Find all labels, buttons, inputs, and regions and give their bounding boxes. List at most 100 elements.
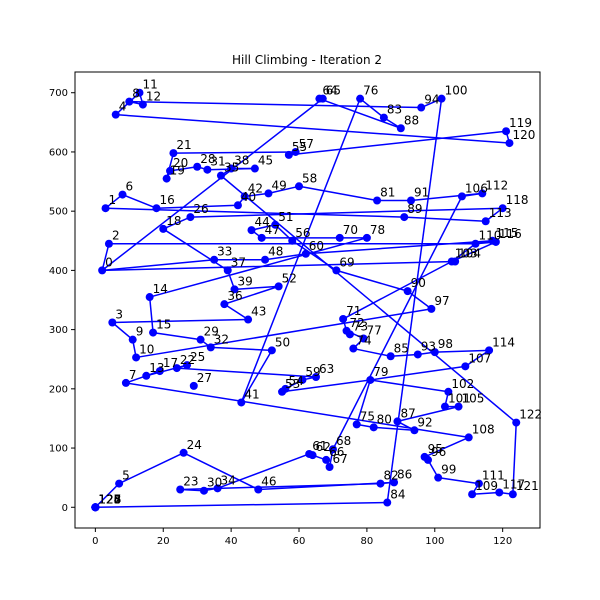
point-label: 115 (495, 226, 518, 240)
y-tick-label: 200 (49, 384, 68, 395)
data-point (464, 433, 473, 442)
chart-title: Hill Climbing - Iteration 2 (232, 53, 382, 67)
point-label: 75 (360, 409, 375, 423)
point-label: 14 (153, 282, 168, 296)
data-point (430, 348, 439, 357)
y-tick-label: 400 (49, 266, 68, 277)
route-segment (217, 453, 310, 490)
route-segment (472, 491, 500, 495)
point-label: 125 (98, 492, 121, 506)
data-point (332, 266, 341, 275)
data-point (359, 334, 368, 343)
point-label: 88 (404, 113, 419, 127)
point-label: 122 (519, 408, 542, 422)
point-label: 112 (485, 178, 508, 192)
data-point (210, 255, 219, 264)
route-segment (512, 422, 517, 495)
point-label: 27 (197, 371, 212, 385)
point-label: 33 (217, 245, 232, 259)
route-segment (234, 285, 279, 291)
point-label: 65 (326, 84, 341, 98)
data-point (145, 293, 154, 302)
point-label: 81 (380, 186, 395, 200)
route-segment (336, 269, 408, 292)
point-label: 50 (275, 335, 290, 349)
point-label: 24 (187, 438, 202, 452)
point-label: 79 (373, 365, 388, 379)
x-tick-label: 100 (425, 536, 444, 547)
route-segment (240, 349, 273, 403)
data-point (91, 503, 100, 512)
route-segment (424, 436, 470, 458)
data-point (183, 361, 192, 370)
point-label: 96 (431, 445, 446, 459)
point-label: 72 (350, 316, 365, 330)
data-point (274, 282, 283, 291)
data-point (485, 346, 494, 355)
route-segment (94, 483, 120, 508)
data-point (196, 335, 205, 344)
data-point (104, 239, 113, 248)
route-segment (223, 303, 249, 321)
route-segment (281, 379, 371, 393)
route-segment (464, 349, 490, 367)
route-segment (291, 240, 337, 272)
route-segment (111, 321, 134, 341)
data-point (481, 217, 490, 226)
point-label: 49 (271, 178, 286, 192)
data-point (349, 344, 358, 353)
data-point (244, 315, 253, 324)
route-segment (122, 193, 157, 209)
route-segment (397, 405, 459, 423)
data-point (142, 371, 151, 380)
data-point (169, 149, 178, 158)
point-label: 97 (434, 294, 449, 308)
point-label: 56 (295, 226, 310, 240)
data-point (135, 88, 144, 97)
data-point (508, 490, 517, 499)
point-label: 0 (105, 255, 113, 269)
route-segment (220, 175, 517, 424)
point-label: 74 (356, 334, 371, 348)
data-point (512, 418, 521, 427)
data-point (390, 478, 399, 487)
route-segment (165, 152, 175, 179)
route-segment (176, 367, 317, 378)
route-segment (190, 207, 503, 218)
data-point (478, 189, 487, 198)
point-label: 102 (451, 377, 474, 391)
data-point (267, 346, 276, 355)
point-label: 28 (200, 152, 215, 166)
point-label: 105 (462, 392, 485, 406)
route-segment (390, 353, 418, 358)
point-label: 52 (282, 271, 297, 285)
plot-frame (74, 71, 541, 529)
point-label: 25 (190, 350, 205, 364)
point-label: 113 (489, 206, 512, 220)
point-label: 40 (241, 190, 256, 204)
point-label: 2 (112, 229, 120, 243)
data-point (216, 171, 225, 180)
route-segment (355, 379, 372, 425)
point-label: 76 (363, 84, 378, 98)
point-label: 90 (411, 276, 426, 290)
point-label: 77 (367, 323, 382, 337)
data-point (257, 233, 266, 242)
data-point (400, 213, 409, 222)
point-label: 6 (126, 180, 134, 194)
route-segment (438, 476, 480, 485)
point-label: 108 (472, 422, 495, 436)
data-point (356, 94, 365, 103)
data-point (128, 335, 137, 344)
data-point (115, 479, 124, 488)
route-segment (319, 97, 402, 129)
point-label: 98 (438, 337, 453, 351)
point-label: 101 (448, 392, 471, 406)
point-label: 26 (193, 202, 208, 216)
data-point (98, 266, 107, 275)
point-label: 35 (224, 161, 239, 175)
point-label: 73 (353, 319, 368, 333)
point-label: 34 (221, 473, 236, 487)
route-segment (162, 228, 229, 272)
